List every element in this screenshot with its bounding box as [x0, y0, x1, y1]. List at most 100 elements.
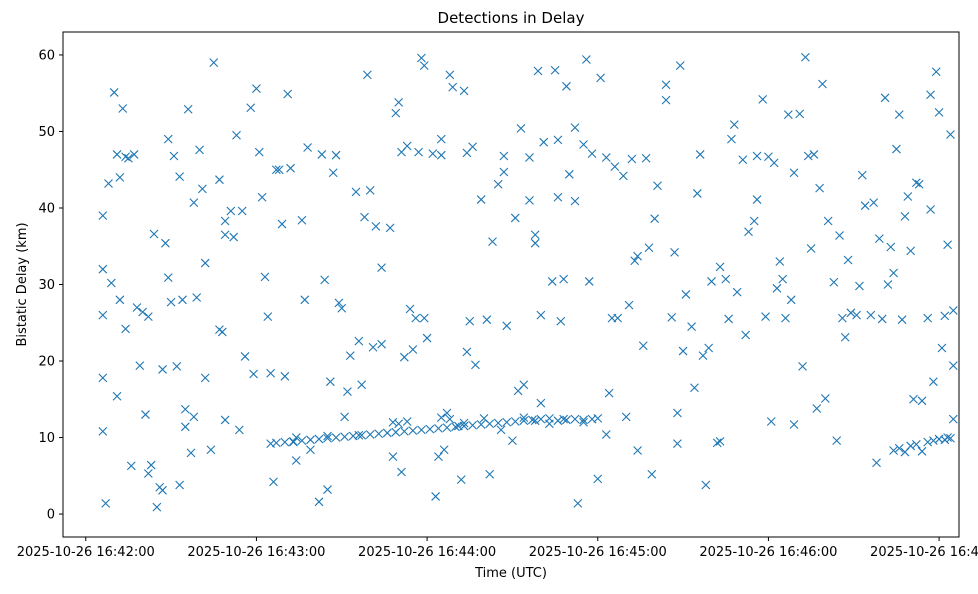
data-point	[880, 93, 890, 103]
data-point	[917, 446, 927, 456]
data-point	[459, 418, 469, 428]
data-point	[783, 110, 793, 120]
data-point	[843, 255, 853, 265]
data-point	[513, 386, 523, 396]
data-point	[775, 257, 785, 266]
x-tick-label: 2025-10-26 16:45:00	[529, 545, 667, 560]
data-point	[280, 437, 290, 447]
data-point	[360, 212, 369, 222]
data-point	[946, 130, 955, 139]
data-point	[727, 134, 736, 144]
data-point	[621, 412, 631, 422]
data-point	[570, 414, 580, 424]
data-point	[306, 435, 315, 445]
data-point	[872, 458, 881, 468]
data-point	[926, 205, 935, 214]
data-point	[306, 445, 315, 455]
data-point	[510, 213, 520, 223]
data-point	[741, 330, 751, 340]
data-point	[897, 315, 907, 325]
data-point	[584, 277, 594, 286]
data-point	[402, 141, 412, 151]
data-point	[357, 380, 367, 390]
data-point	[906, 441, 916, 451]
data-point	[456, 475, 466, 485]
data-point	[471, 360, 480, 370]
data-point	[434, 452, 443, 462]
data-point	[536, 398, 546, 408]
data-point	[98, 264, 108, 274]
data-point	[340, 412, 349, 422]
y-tick-label: 0	[47, 508, 55, 523]
data-point	[801, 52, 810, 62]
data-point	[240, 352, 250, 361]
data-point	[855, 281, 864, 291]
data-point	[269, 477, 278, 487]
data-point	[232, 130, 241, 140]
data-point	[499, 167, 509, 177]
data-point	[508, 436, 517, 445]
data-point	[98, 310, 108, 320]
data-point	[761, 312, 770, 322]
y-tick-label: 40	[38, 201, 55, 216]
data-point	[562, 81, 571, 91]
data-point	[289, 436, 298, 446]
data-point	[738, 155, 748, 165]
data-point	[923, 437, 933, 447]
data-point	[835, 231, 844, 240]
data-point	[846, 308, 856, 318]
y-tick-label: 50	[38, 125, 55, 140]
data-point	[143, 469, 153, 478]
data-point	[226, 206, 236, 216]
data-point	[701, 480, 711, 490]
data-point	[192, 293, 202, 302]
data-point	[564, 169, 574, 179]
data-point	[673, 408, 682, 418]
data-point	[681, 290, 691, 299]
y-axis: 0 10 20 30 40 50 60	[38, 48, 63, 523]
data-point	[886, 242, 896, 252]
data-point	[98, 427, 108, 436]
data-point	[789, 168, 799, 178]
data-point	[857, 170, 867, 180]
data-point	[283, 89, 293, 99]
data-point	[411, 313, 421, 323]
data-point	[121, 324, 130, 334]
data-point	[553, 192, 563, 202]
data-point	[900, 212, 910, 221]
data-point	[129, 150, 139, 159]
data-point	[570, 123, 580, 133]
data-point	[439, 445, 449, 455]
data-point	[115, 172, 125, 182]
data-point	[803, 151, 813, 161]
data-point	[641, 153, 651, 163]
data-point	[422, 333, 432, 343]
data-point	[394, 419, 404, 429]
data-point	[357, 430, 367, 440]
data-point	[337, 303, 347, 313]
data-point	[209, 58, 219, 67]
data-point	[178, 295, 187, 305]
data-point	[377, 263, 386, 273]
data-point	[399, 427, 409, 436]
data-point	[721, 274, 731, 284]
y-tick-label: 30	[38, 278, 55, 293]
data-point	[493, 179, 503, 189]
data-point	[260, 272, 270, 282]
data-point	[496, 425, 506, 435]
data-point	[195, 145, 204, 155]
data-point	[397, 467, 406, 477]
data-point	[570, 196, 580, 206]
data-point	[724, 314, 733, 324]
data-point	[937, 343, 947, 353]
data-point	[749, 216, 759, 226]
data-point	[98, 211, 108, 221]
data-point	[712, 438, 722, 448]
data-point	[633, 446, 642, 455]
data-point	[829, 277, 839, 287]
data-point	[917, 396, 927, 406]
data-point	[732, 287, 742, 297]
